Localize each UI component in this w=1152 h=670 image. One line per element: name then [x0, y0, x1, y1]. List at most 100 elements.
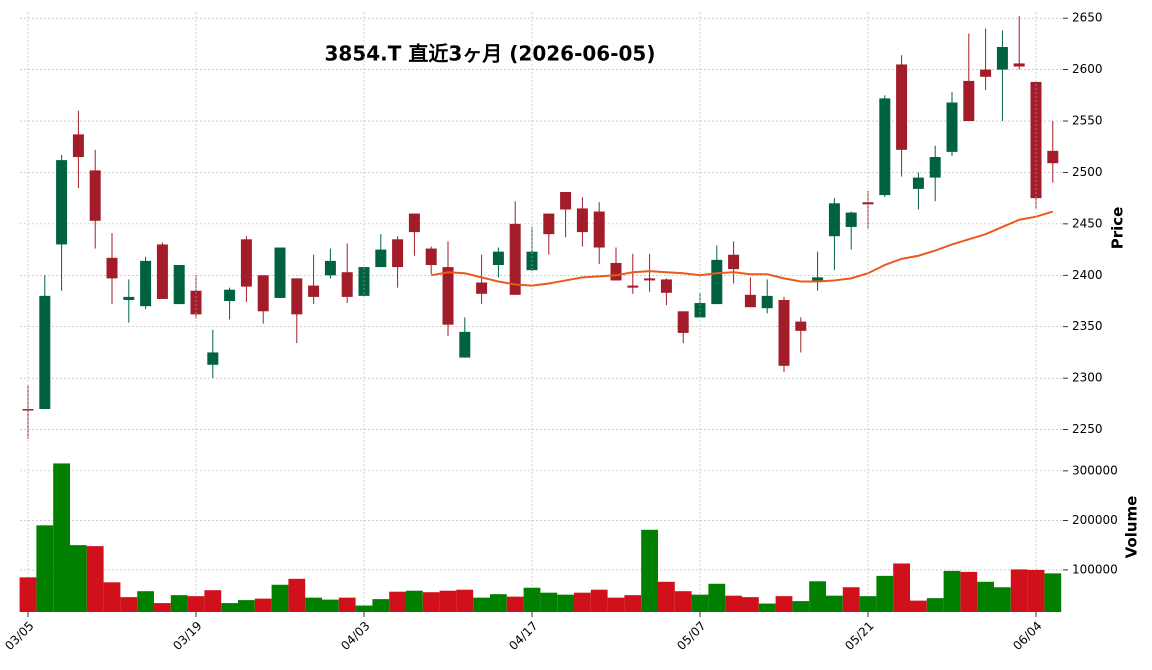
candle-body [610, 262, 622, 281]
candle-body [778, 299, 790, 366]
volume-bar [926, 598, 944, 612]
candle-body [89, 170, 101, 221]
candle-body [257, 275, 269, 312]
y-tick-label: 2550 [1072, 114, 1103, 128]
candle-body [442, 267, 454, 325]
volume-bar [422, 592, 440, 612]
candle-body [1013, 63, 1025, 67]
candle-body [963, 80, 975, 122]
candle-body [593, 211, 605, 248]
volume-bar [439, 590, 457, 612]
candle-body [828, 203, 840, 237]
candle-body [207, 352, 219, 365]
candle-body [106, 257, 118, 279]
volume-bar [943, 570, 961, 612]
volume-bar [36, 525, 54, 612]
x-tick-label: 03/19 [170, 619, 204, 653]
volume-bar [338, 597, 356, 612]
volume-bar [372, 599, 390, 612]
candle-body [862, 202, 874, 205]
volume-bar [775, 596, 793, 612]
volume-bar [994, 587, 1011, 612]
y-tick-label: 2600 [1072, 62, 1103, 76]
volume-bar [305, 597, 322, 612]
volume-bar [691, 594, 709, 612]
volume-bar [238, 600, 255, 612]
volume-bar [204, 590, 222, 612]
candle-body [694, 303, 706, 318]
x-tick-label: 05/21 [842, 619, 876, 653]
volume-bar [893, 563, 910, 612]
candle-body [560, 191, 572, 210]
candle-body [39, 295, 51, 410]
candle-body [795, 321, 807, 331]
candle-body [879, 98, 891, 196]
volume-bar [170, 595, 188, 612]
y-tick-label: 2250 [1072, 422, 1103, 436]
volume-bar [1044, 573, 1062, 612]
y-tick-label: 2350 [1072, 319, 1103, 333]
candle-body [627, 285, 639, 288]
candle-body [1047, 150, 1059, 164]
volume-bar [624, 595, 642, 612]
candle-body [408, 213, 420, 233]
volume-bar [86, 546, 104, 612]
volume-bar [674, 591, 692, 612]
volume-bar [590, 589, 608, 612]
volume-bar [254, 598, 272, 612]
volume-bar [826, 595, 843, 612]
candle-body [711, 259, 723, 305]
price-axis-label: Price [1109, 207, 1127, 250]
candle-body [677, 311, 689, 333]
volume-bar [456, 589, 474, 612]
candle-body [375, 249, 387, 268]
candle-body [324, 260, 336, 276]
volume-bar [842, 587, 860, 612]
y-tick-label: 2400 [1072, 268, 1103, 282]
candle-body [224, 289, 236, 302]
candle-body [492, 251, 504, 266]
candle-body [543, 213, 555, 235]
x-tick-label: 05/07 [674, 619, 708, 653]
volume-bar [406, 590, 423, 612]
volume-bar [708, 583, 726, 612]
candle-body [912, 177, 924, 189]
volume-bar [758, 603, 776, 612]
volume-bar [187, 596, 205, 612]
candle-body [929, 157, 941, 178]
volume-bar [288, 578, 306, 612]
volume-bar [977, 581, 994, 612]
candle-body [996, 46, 1008, 70]
volume-bar [607, 597, 625, 612]
candle-body [896, 64, 908, 150]
volume-axis-label: Volume [1123, 496, 1141, 559]
volume-bar [859, 596, 877, 612]
volume-bar [792, 601, 810, 612]
volume-bar [490, 594, 507, 612]
candle-body [392, 239, 404, 268]
volume-bar [574, 592, 591, 612]
volume-bar [960, 571, 978, 612]
volume-bar [725, 595, 742, 612]
y-tick-label: 2300 [1072, 371, 1103, 385]
candle-body [240, 239, 252, 287]
y-tick-label: 200000 [1072, 513, 1118, 527]
y-tick-label: 2450 [1072, 216, 1103, 230]
y-tick-label: 300000 [1072, 463, 1118, 477]
volume-bar [809, 581, 826, 612]
moving-average-line [431, 210, 1054, 287]
candle-body [190, 290, 202, 315]
candle-body [173, 265, 185, 305]
x-tick-label: 04/17 [506, 619, 540, 653]
volume-bar [641, 529, 658, 612]
candle-body [576, 208, 588, 233]
volume-bar [910, 600, 927, 612]
candle-body [744, 294, 756, 308]
volume-bar [742, 597, 759, 612]
volume-bar [19, 577, 37, 612]
candle-body [476, 282, 488, 294]
candle-body [509, 223, 521, 295]
candle-body [660, 279, 672, 293]
candle-body [72, 134, 84, 158]
